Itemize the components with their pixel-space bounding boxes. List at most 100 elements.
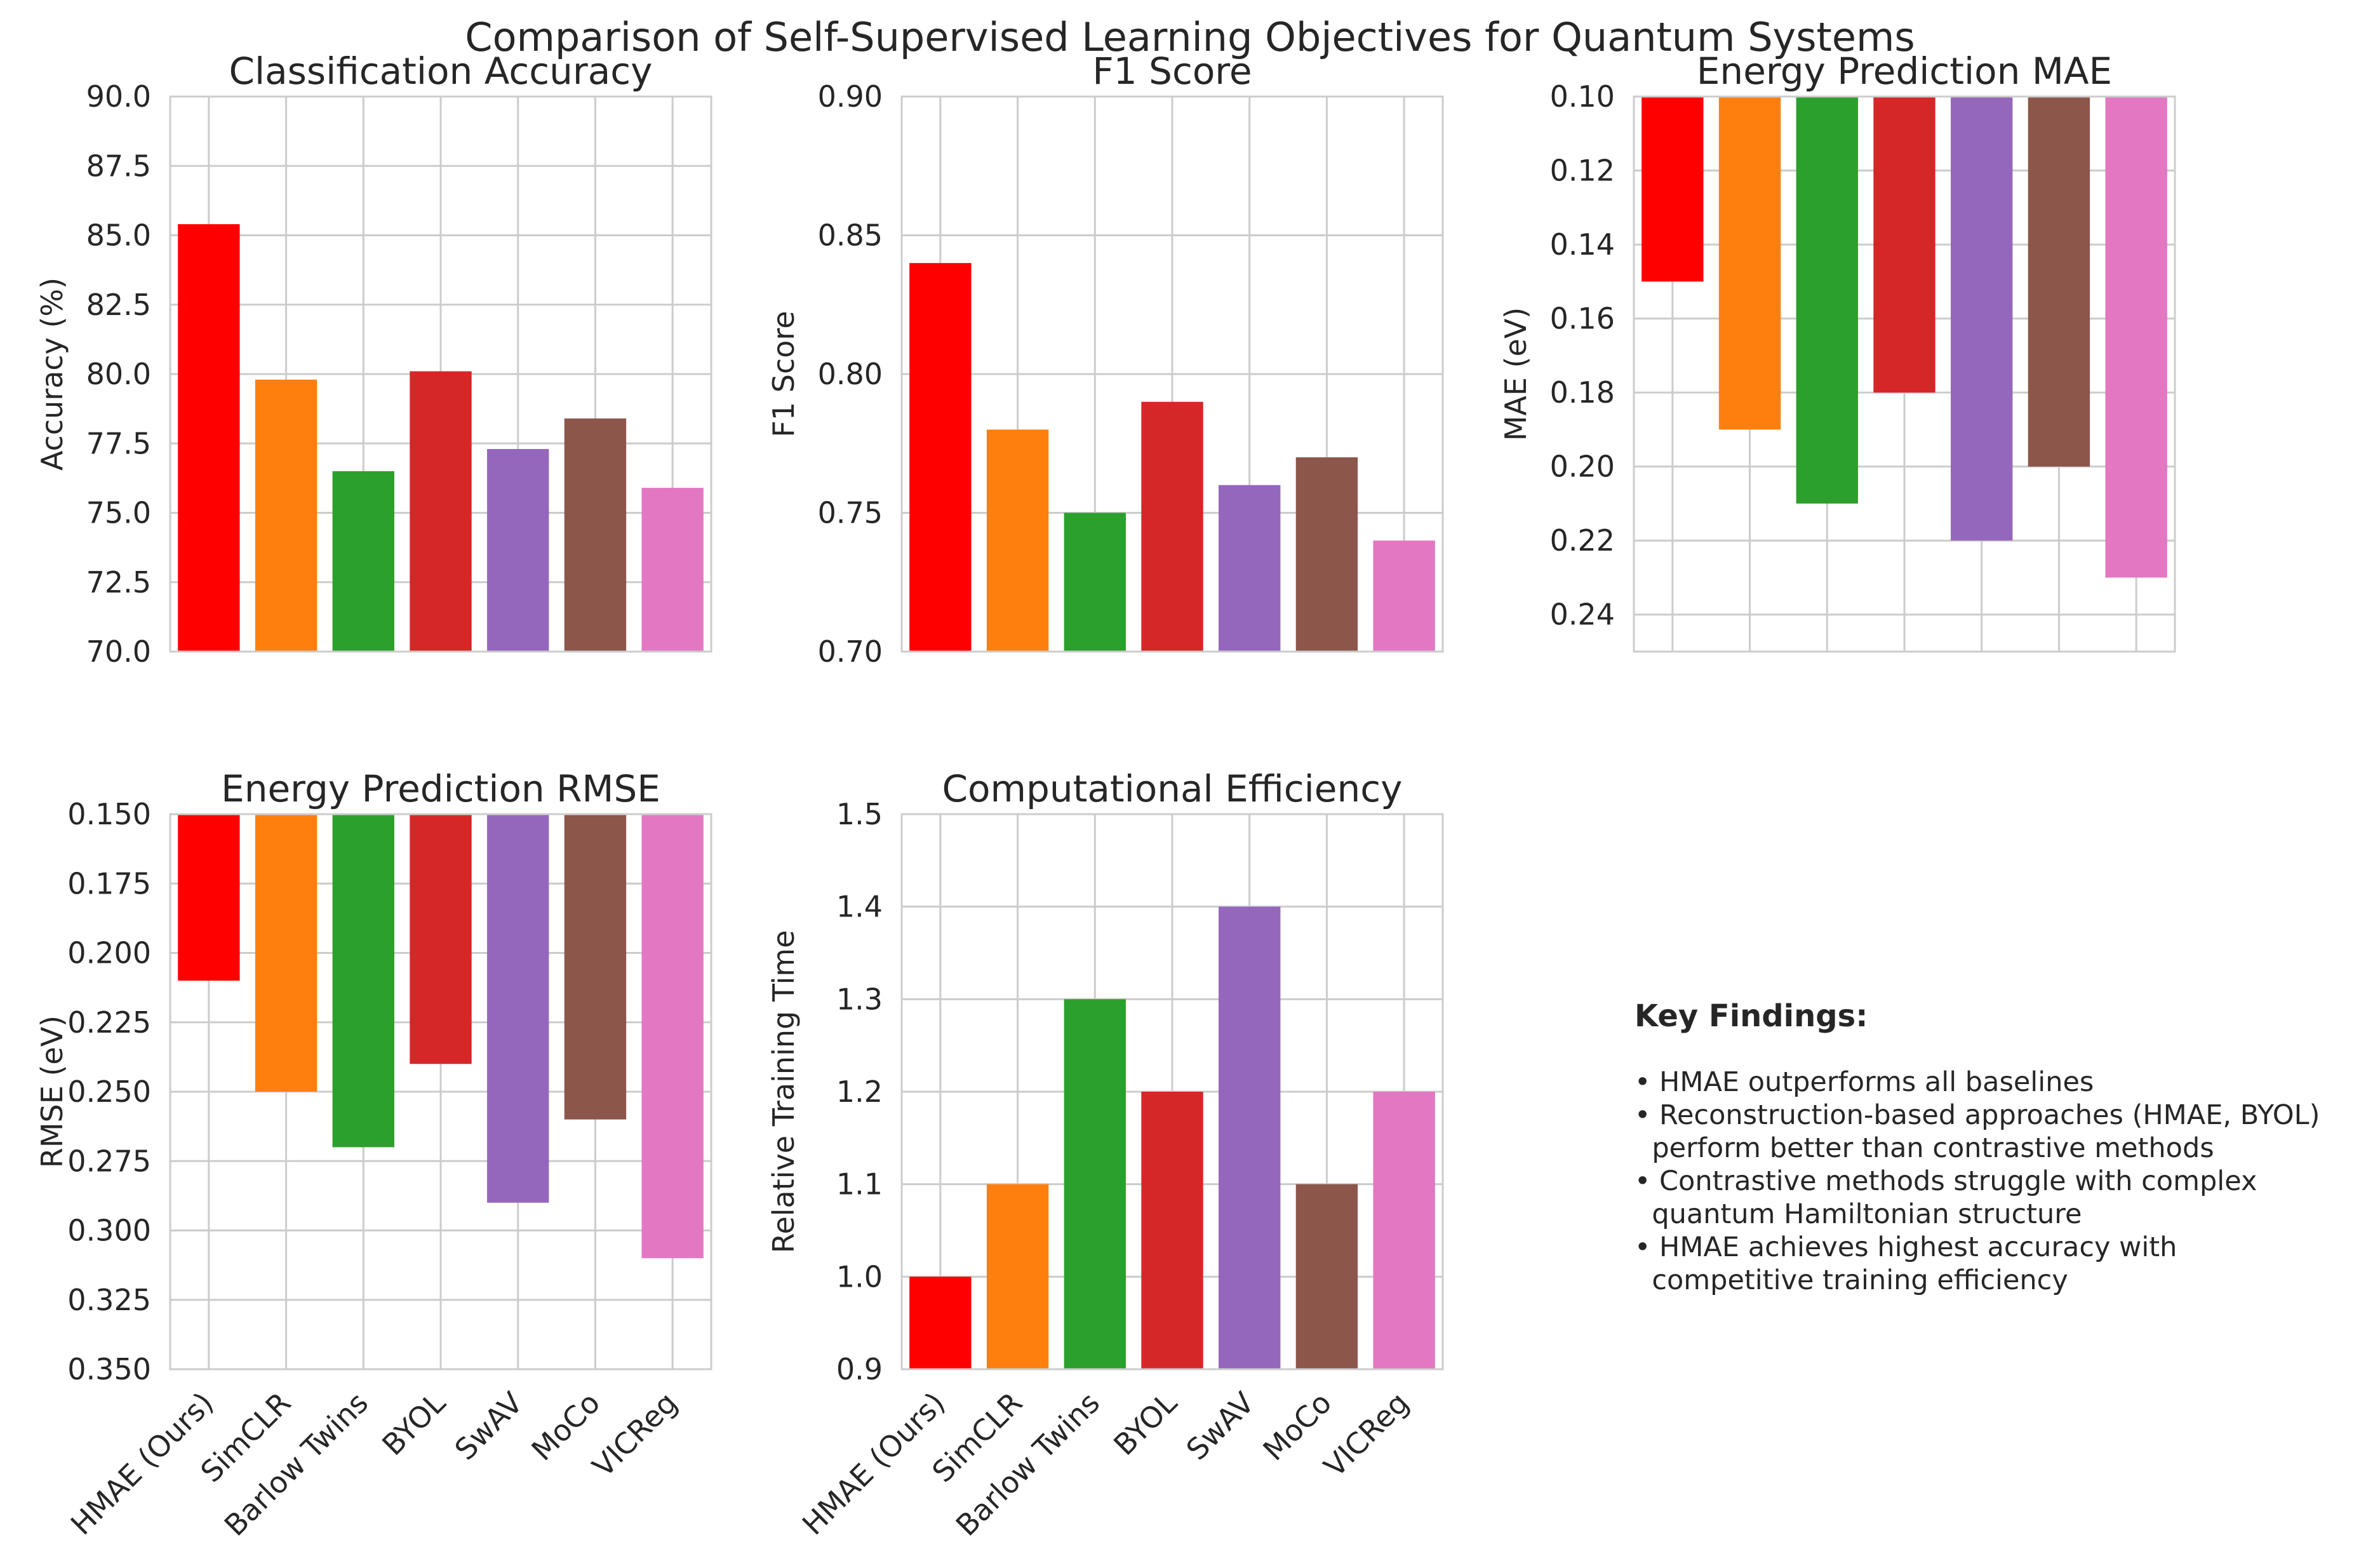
plot-frame xyxy=(900,95,1444,653)
bar-moco xyxy=(1295,457,1358,652)
bar-simclr xyxy=(1718,97,1781,430)
bar-vicreg xyxy=(641,488,704,652)
bar-barlow-twins xyxy=(1064,999,1126,1369)
finding-item-4: • HMAE achieves highest accuracy with co… xyxy=(1635,1231,2177,1296)
y-tick-label: 72.5 xyxy=(86,565,151,600)
bar-hmae-ours xyxy=(1641,97,1704,282)
y-tick-label: 1.3 xyxy=(836,982,883,1016)
y-tick-label: 0.75 xyxy=(818,496,883,530)
y-tick-label: 1.0 xyxy=(836,1259,883,1294)
y-tick-label: 90.0 xyxy=(86,79,151,114)
x-tick-label: SwAV xyxy=(1180,1385,1261,1466)
y-tick-label: 0.250 xyxy=(67,1075,151,1109)
chart-panel-2: 0.70 0.75 0.80 0.85 0.90 F1 Score F1 Score xyxy=(766,50,1444,669)
chart-panel-4: 0.150 0.175 0.200 0.225 0.250 0.275 0.300 0.325… xyxy=(35,767,712,1543)
bar-swav xyxy=(487,814,549,1203)
bar-barlow-twins xyxy=(332,814,394,1148)
bar-barlow-twins xyxy=(1796,97,1858,504)
bar-barlow-twins xyxy=(332,471,394,652)
panel-title: F1 Score xyxy=(1092,50,1252,93)
y-axis-label: Accuracy (%) xyxy=(35,278,69,471)
bar-hmae-ours xyxy=(178,814,240,981)
bar-swav xyxy=(487,448,549,652)
bar-simclr xyxy=(986,1184,1049,1369)
bar-moco xyxy=(1295,1184,1358,1369)
bar-swav xyxy=(1219,485,1281,652)
y-tick-label: 0.80 xyxy=(818,357,883,391)
y-tick-label: 0.200 xyxy=(67,936,151,970)
y-tick-label: 0.85 xyxy=(818,218,883,253)
finding-item-2: • Reconstruction-based approaches (HMAE,… xyxy=(1635,1099,2320,1164)
y-tick-label: 0.150 xyxy=(67,797,151,831)
panel-title: Computational Efficiency xyxy=(942,767,1403,810)
bar-hmae-ours xyxy=(909,1277,972,1369)
y-tick-label: 0.18 xyxy=(1550,375,1615,410)
y-tick-label: 0.300 xyxy=(67,1214,151,1248)
y-tick-label: 0.350 xyxy=(67,1352,151,1386)
y-tick-label: 0.22 xyxy=(1550,523,1615,558)
bar-barlow-twins xyxy=(1064,513,1126,652)
panel-title: Classification Accuracy xyxy=(229,50,653,93)
x-tick-label: VICReg xyxy=(1317,1386,1415,1484)
bar-byol xyxy=(1141,1092,1203,1369)
bar-vicreg xyxy=(641,814,704,1259)
bar-byol xyxy=(1873,97,1935,393)
key-findings-title: Key Findings: xyxy=(1635,998,1868,1034)
y-tick-label: 0.175 xyxy=(67,866,151,901)
y-tick-label: 0.90 xyxy=(818,79,883,114)
bar-hmae-ours xyxy=(178,224,240,652)
y-tick-label: 1.1 xyxy=(836,1167,883,1202)
x-tick-label: SwAV xyxy=(448,1385,530,1466)
y-tick-label: 85.0 xyxy=(86,218,151,253)
y-tick-label: 75.0 xyxy=(86,496,151,530)
panel-title: Energy Prediction RMSE xyxy=(221,767,660,810)
y-tick-label: 1.5 xyxy=(836,797,883,831)
plot-frame xyxy=(1633,95,2176,653)
y-tick-label: 0.14 xyxy=(1550,227,1615,262)
bar-byol xyxy=(410,371,472,652)
y-tick-label: 0.9 xyxy=(836,1352,883,1386)
bar-simclr xyxy=(255,379,318,652)
y-axis-label: RMSE (eV) xyxy=(35,1015,69,1168)
bar-simclr xyxy=(255,814,318,1092)
chart-panel-3: 0.10 0.12 0.14 0.16 0.18 0.20 0.22 0.24 Energy P… xyxy=(1499,50,2176,653)
y-tick-label: 0.24 xyxy=(1550,598,1615,632)
bar-byol xyxy=(410,814,472,1064)
y-tick-label: 1.2 xyxy=(836,1075,883,1109)
y-tick-label: 0.10 xyxy=(1550,79,1615,114)
y-tick-label: 80.0 xyxy=(86,357,151,391)
bar-vicreg xyxy=(1373,1092,1435,1369)
bar-vicreg xyxy=(2105,97,2167,578)
plot-frame xyxy=(169,95,712,653)
bar-moco xyxy=(2028,97,2090,467)
bar-simclr xyxy=(986,429,1049,652)
bar-swav xyxy=(1951,97,2013,541)
y-tick-label: 0.275 xyxy=(67,1144,151,1178)
y-tick-label: 0.225 xyxy=(67,1005,151,1040)
y-axis-label: F1 Score xyxy=(766,311,801,437)
y-tick-label: 0.70 xyxy=(818,634,883,669)
chart-panel-1: 70.0 72.5 75.0 77.5 80.0 82.5 85.0 87.5 90.0 Clas… xyxy=(35,50,712,669)
y-tick-label: 0.20 xyxy=(1550,450,1615,484)
bar-hmae-ours xyxy=(909,263,972,652)
bar-moco xyxy=(564,418,627,652)
y-tick-label: 1.4 xyxy=(836,890,883,924)
bar-moco xyxy=(564,814,627,1120)
x-tick-label: BYOL xyxy=(1107,1385,1184,1462)
y-tick-label: 0.12 xyxy=(1550,154,1615,188)
plot-frame xyxy=(900,813,1444,1370)
y-tick-label: 87.5 xyxy=(86,149,151,183)
y-tick-label: 82.5 xyxy=(86,288,151,322)
finding-item-3: • Contrastive methods struggle with comp… xyxy=(1635,1165,2257,1230)
bar-swav xyxy=(1219,906,1281,1369)
bar-byol xyxy=(1141,401,1203,652)
y-tick-label: 0.325 xyxy=(67,1283,151,1317)
panel-title: Energy Prediction MAE xyxy=(1697,50,2112,93)
finding-item-1: • HMAE outperforms all baselines xyxy=(1635,1066,2094,1098)
y-axis-label: MAE (eV) xyxy=(1499,307,1533,441)
key-findings-box: Key Findings: • HMAE outperforms all bas… xyxy=(1635,1000,2371,1297)
plot-frame xyxy=(169,813,712,1370)
y-tick-label: 0.16 xyxy=(1550,302,1615,336)
